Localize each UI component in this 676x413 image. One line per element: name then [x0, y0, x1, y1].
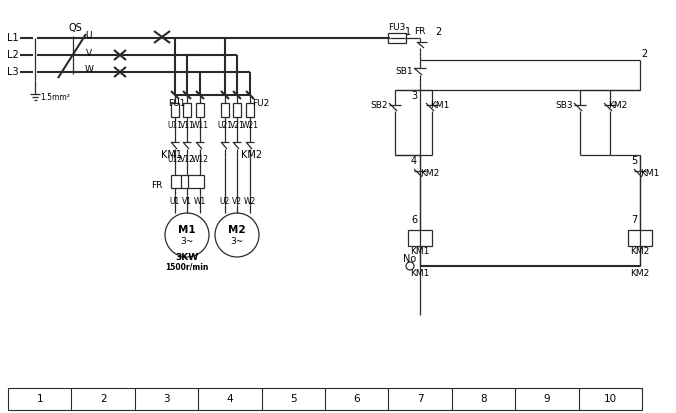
- Text: 3: 3: [411, 91, 417, 101]
- Text: 5: 5: [290, 394, 297, 404]
- Text: KM2: KM2: [631, 270, 650, 278]
- Text: 2: 2: [435, 27, 441, 37]
- Text: W1: W1: [194, 197, 206, 206]
- Text: 6: 6: [411, 215, 417, 225]
- Text: U1: U1: [170, 197, 180, 206]
- Text: U12: U12: [168, 156, 183, 164]
- Text: W2: W2: [244, 197, 256, 206]
- Text: 5: 5: [631, 156, 637, 166]
- Text: 2: 2: [100, 394, 106, 404]
- Text: No: No: [404, 254, 416, 264]
- Text: FU1: FU1: [168, 98, 185, 107]
- Text: U: U: [86, 31, 92, 40]
- Text: L1: L1: [7, 33, 19, 43]
- Text: SB2: SB2: [370, 100, 388, 109]
- Text: KM2: KM2: [608, 102, 627, 111]
- Text: M2: M2: [228, 225, 246, 235]
- Bar: [8, 388, 642, 410]
- Text: L2: L2: [7, 50, 19, 60]
- Text: KM1: KM1: [431, 102, 450, 111]
- Text: 1500r/min: 1500r/min: [166, 263, 209, 271]
- Text: V12: V12: [180, 156, 195, 164]
- Text: M1: M1: [178, 225, 196, 235]
- Bar: [171, 175, 204, 188]
- Text: FU2: FU2: [252, 98, 269, 107]
- Text: U21: U21: [218, 121, 233, 131]
- Text: KM1: KM1: [162, 150, 183, 160]
- Text: 6: 6: [354, 394, 360, 404]
- Text: 4: 4: [226, 394, 233, 404]
- Circle shape: [165, 213, 209, 257]
- Bar: [246, 103, 254, 117]
- Text: 4: 4: [411, 156, 417, 166]
- Bar: [408, 230, 432, 246]
- Text: 1: 1: [405, 27, 411, 37]
- Bar: [171, 103, 179, 117]
- Text: 8: 8: [480, 394, 487, 404]
- Text: W11: W11: [191, 121, 208, 131]
- Text: 1: 1: [37, 394, 43, 404]
- Bar: [196, 103, 204, 117]
- Text: 3~: 3~: [231, 237, 243, 245]
- Text: V21: V21: [230, 121, 245, 131]
- Text: KM2: KM2: [241, 150, 262, 160]
- Text: FU3: FU3: [388, 24, 406, 33]
- Text: V: V: [86, 48, 92, 57]
- Text: SB3: SB3: [555, 100, 573, 109]
- Bar: [233, 103, 241, 117]
- Circle shape: [215, 213, 259, 257]
- Text: KM1: KM1: [640, 169, 660, 178]
- Text: 7: 7: [631, 215, 637, 225]
- Bar: [183, 103, 191, 117]
- Text: 3: 3: [163, 394, 170, 404]
- Text: KM2: KM2: [631, 247, 650, 256]
- Text: W: W: [84, 66, 93, 74]
- Text: 2: 2: [641, 49, 647, 59]
- Text: 10: 10: [604, 394, 617, 404]
- Text: L3: L3: [7, 67, 19, 77]
- Text: W21: W21: [241, 121, 258, 131]
- Text: U2: U2: [220, 197, 230, 206]
- Text: 3KW: 3KW: [176, 252, 199, 261]
- Text: KM1: KM1: [410, 270, 430, 278]
- Text: SB1: SB1: [395, 66, 413, 76]
- Bar: [628, 230, 652, 246]
- Text: V1: V1: [182, 197, 192, 206]
- Text: QS: QS: [68, 23, 82, 33]
- Bar: [388, 33, 406, 43]
- Text: V11: V11: [180, 121, 195, 131]
- Text: KM2: KM2: [420, 169, 439, 178]
- Text: KM1: KM1: [410, 247, 430, 256]
- Text: FR: FR: [414, 28, 426, 36]
- Bar: [221, 103, 229, 117]
- Text: W12: W12: [191, 156, 208, 164]
- Text: 1.5mm²: 1.5mm²: [40, 93, 70, 102]
- Text: 7: 7: [417, 394, 423, 404]
- Text: 3~: 3~: [180, 237, 193, 245]
- Circle shape: [406, 262, 414, 270]
- Text: V2: V2: [232, 197, 242, 206]
- Text: U11: U11: [168, 121, 183, 131]
- Text: 9: 9: [544, 394, 550, 404]
- Text: FR: FR: [151, 180, 162, 190]
